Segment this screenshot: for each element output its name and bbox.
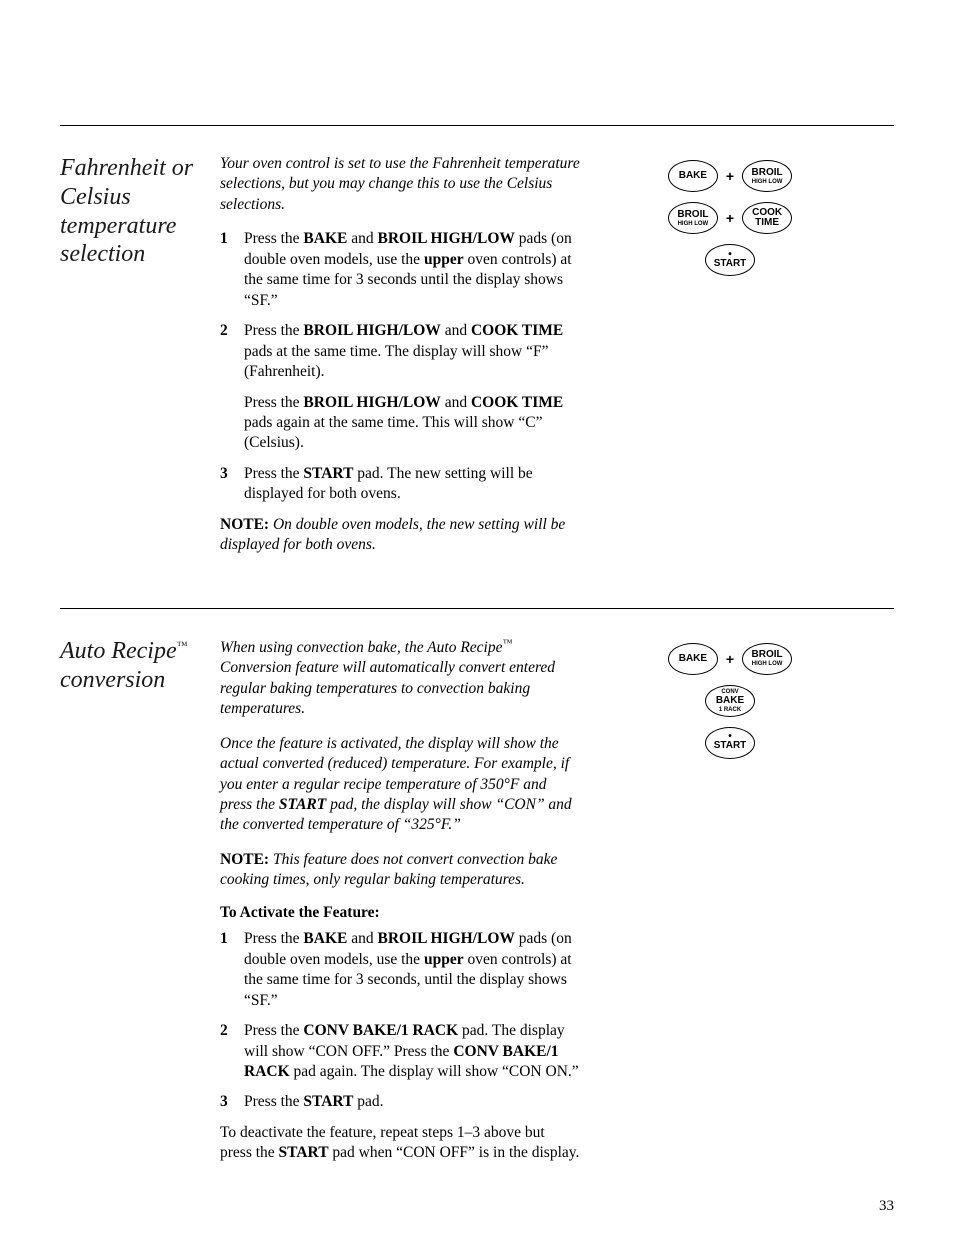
step-1: Press the BAKE and BROIL HIGH/LOW pads (… (220, 229, 580, 311)
bake-pad-icon: BAKE (668, 643, 718, 675)
page-number: 33 (879, 1198, 894, 1215)
section2-intro2: Once the feature is activated, the displ… (220, 734, 580, 836)
broil-pad-icon: BROILHIGH LOW (668, 202, 718, 234)
cook-time-pad-icon: COOKTIME (742, 202, 792, 234)
broil-pad-icon: BROILHIGH LOW (742, 160, 792, 192)
section2-closing: To deactivate the feature, repeat steps … (220, 1123, 580, 1164)
step-3: Press the START pad. (220, 1092, 580, 1112)
plus-icon: + (726, 210, 734, 226)
section2-illustration: BAKE + BROILHIGH LOW CONVBAKE1 RACK •STA… (580, 637, 820, 1164)
section1-note: NOTE: On double oven models, the new set… (220, 515, 580, 556)
activate-heading: To Activate the Feature: (220, 903, 580, 923)
step-1: Press the BAKE and BROIL HIGH/LOW pads (… (220, 929, 580, 1011)
section1-illustration: BAKE + BROILHIGH LOW BROILHIGH LOW + COO… (580, 154, 820, 568)
section1-intro: Your oven control is set to use the Fahr… (220, 154, 580, 215)
plus-icon: + (726, 651, 734, 667)
step-3: Press the START pad. The new setting wil… (220, 464, 580, 505)
section1-steps: Press the BAKE and BROIL HIGH/LOW pads (… (220, 229, 580, 504)
conv-bake-pad-icon: CONVBAKE1 RACK (705, 685, 755, 717)
section-auto-recipe: Auto Recipe™conversion When using convec… (60, 608, 894, 1204)
section2-heading: Auto Recipe™conversion (60, 637, 220, 1164)
plus-icon: + (726, 168, 734, 184)
section2-body: When using convection bake, the Auto Rec… (220, 637, 580, 1164)
section2-intro1: When using convection bake, the Auto Rec… (220, 637, 580, 720)
section1-heading: Fahrenheit or Celsius temperature select… (60, 154, 220, 568)
step-2: Press the BROIL HIGH/LOW and COOK TIME p… (220, 321, 580, 454)
broil-pad-icon: BROILHIGH LOW (742, 643, 792, 675)
start-pad-icon: •START (705, 727, 755, 759)
bake-pad-icon: BAKE (668, 160, 718, 192)
section1-body: Your oven control is set to use the Fahr… (220, 154, 580, 568)
step-2: Press the CONV BAKE/1 RACK pad. The disp… (220, 1021, 580, 1082)
start-pad-icon: •START (705, 244, 755, 276)
section2-steps: Press the BAKE and BROIL HIGH/LOW pads (… (220, 929, 580, 1113)
section-fahrenheit-celsius: Fahrenheit or Celsius temperature select… (60, 125, 894, 608)
section2-note: NOTE: This feature does not convert conv… (220, 850, 580, 891)
